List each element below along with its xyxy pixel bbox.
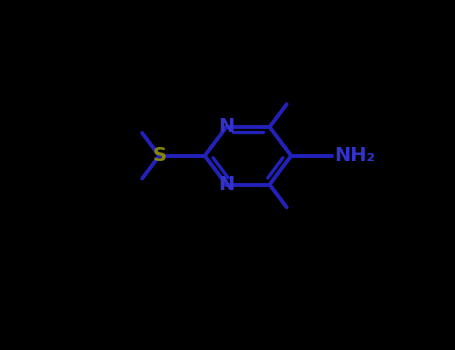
Text: N: N	[218, 175, 234, 194]
Text: N: N	[218, 118, 234, 136]
Text: NH₂: NH₂	[334, 146, 375, 165]
Text: S: S	[152, 146, 166, 165]
